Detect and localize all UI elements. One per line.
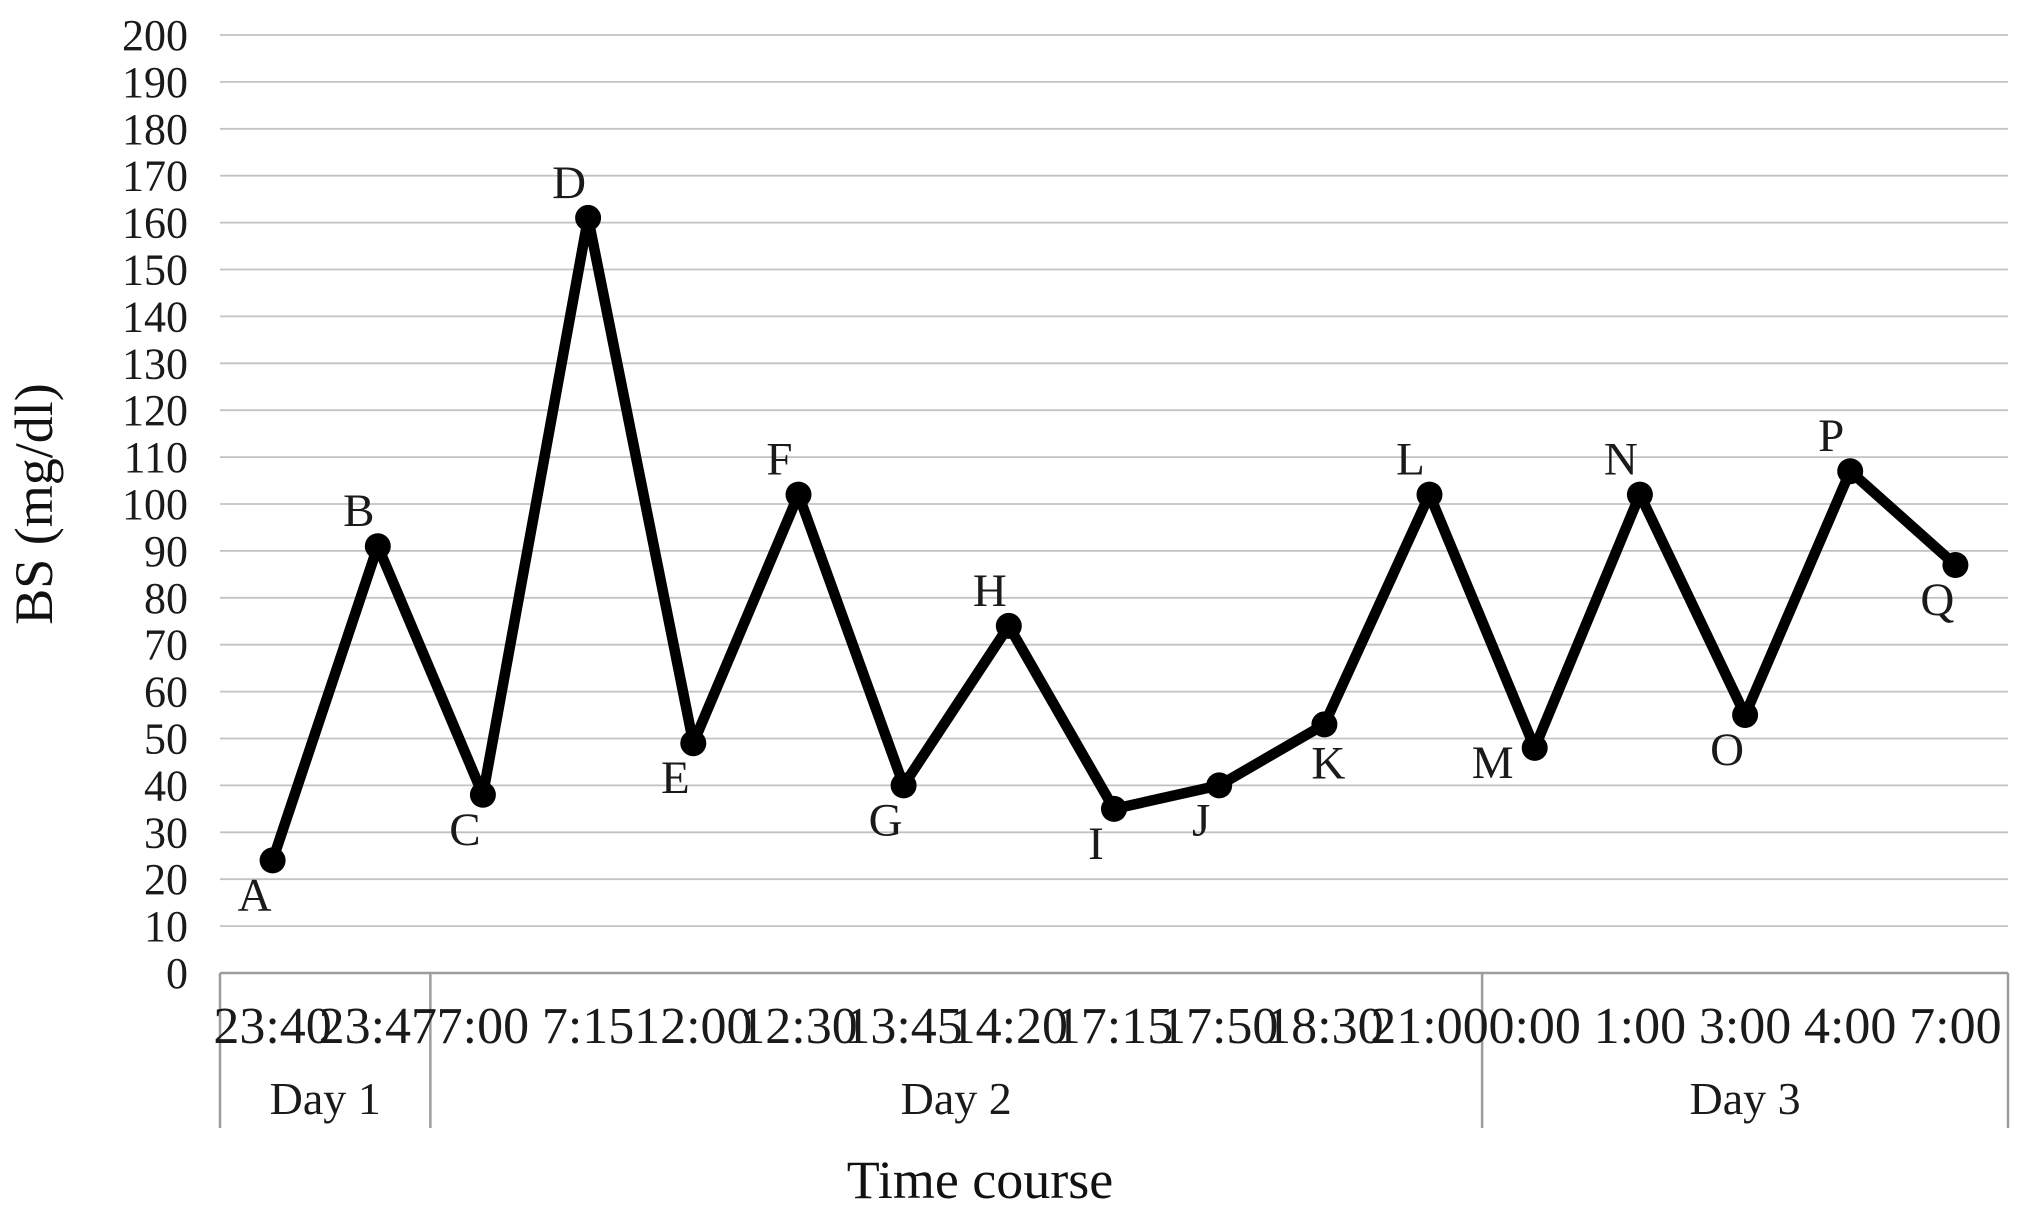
x-tick-label: 23:40 bbox=[213, 998, 331, 1055]
data-point-marker bbox=[1732, 702, 1759, 728]
day-group-label: Day 1 bbox=[270, 1073, 381, 1124]
point-letter-label: I bbox=[1088, 818, 1104, 870]
y-tick-label: 110 bbox=[124, 433, 188, 482]
gridlines bbox=[220, 34, 2008, 975]
x-axis-title: Time course bbox=[847, 1150, 1114, 1210]
y-tick-label: 40 bbox=[144, 761, 188, 810]
x-tick-label: 13:45 bbox=[844, 998, 962, 1055]
x-tick-label: 0:00 bbox=[1488, 998, 1580, 1055]
point-letter-label: G bbox=[869, 794, 903, 846]
data-point-marker bbox=[364, 533, 391, 560]
x-tick-label: 23:47 bbox=[319, 998, 437, 1055]
point-letter-label: D bbox=[552, 157, 586, 209]
point-letter-label: E bbox=[661, 752, 690, 804]
data-point-marker bbox=[680, 730, 707, 757]
x-tick-label: 7:00 bbox=[1909, 998, 2001, 1055]
point-letter-label: N bbox=[1604, 434, 1638, 486]
point-letter-label: A bbox=[238, 869, 272, 921]
point-letter-label: Q bbox=[1920, 574, 1954, 626]
day-group-label: Day 2 bbox=[901, 1073, 1012, 1124]
y-tick-label: 90 bbox=[144, 527, 188, 576]
axis-and-table-borders bbox=[218, 973, 2010, 1128]
x-tick-label: 7:00 bbox=[437, 998, 529, 1055]
day-group-labels: Day 1 Day 2 Day 3 bbox=[270, 1073, 1801, 1124]
x-tick-label: 12:30 bbox=[739, 998, 857, 1055]
point-letter-label: P bbox=[1818, 410, 1844, 462]
x-tick-label: 7:15 bbox=[542, 998, 634, 1055]
point-letter-label: F bbox=[766, 434, 792, 486]
y-tick-label: 150 bbox=[122, 246, 188, 295]
data-point-marker bbox=[469, 781, 496, 808]
y-tick-label: 120 bbox=[122, 386, 188, 435]
y-axis-tick-labels: 0102030405060708090100110120130140150160… bbox=[122, 11, 188, 998]
data-point-marker bbox=[1837, 458, 1864, 485]
y-tick-label: 140 bbox=[122, 292, 188, 341]
y-tick-label: 130 bbox=[122, 339, 188, 388]
day-group-label: Day 3 bbox=[1690, 1073, 1801, 1124]
x-tick-label: 18:30 bbox=[1265, 998, 1383, 1055]
bs-series-line bbox=[267, 212, 1961, 866]
data-point-marker bbox=[1521, 734, 1548, 761]
data-point-marker bbox=[259, 847, 286, 874]
data-point-marker bbox=[890, 772, 917, 799]
data-point-marker bbox=[1206, 772, 1233, 799]
point-letter-label: O bbox=[1710, 724, 1744, 776]
point-letter-label: C bbox=[449, 804, 480, 856]
y-tick-label: 200 bbox=[122, 11, 188, 60]
x-tick-label: 1:00 bbox=[1594, 998, 1686, 1055]
x-tick-label: 17:15 bbox=[1055, 998, 1173, 1055]
y-tick-label: 70 bbox=[144, 621, 188, 670]
x-tick-label: 21:00 bbox=[1370, 998, 1488, 1055]
y-tick-label: 60 bbox=[144, 668, 188, 717]
x-tick-label: 3:00 bbox=[1699, 998, 1791, 1055]
point-letter-label: M bbox=[1472, 737, 1514, 789]
point-letter-label: L bbox=[1396, 434, 1425, 486]
x-tick-label: 17:50 bbox=[1160, 998, 1278, 1055]
y-axis-title: BS (mg/dl) bbox=[4, 383, 64, 625]
y-tick-label: 190 bbox=[122, 58, 188, 107]
y-tick-label: 0 bbox=[166, 949, 188, 998]
x-tick-label: 12:00 bbox=[634, 998, 752, 1055]
y-tick-label: 80 bbox=[144, 574, 188, 623]
y-tick-label: 100 bbox=[122, 480, 188, 529]
x-tick-label: 4:00 bbox=[1804, 998, 1896, 1055]
y-tick-label: 180 bbox=[122, 105, 188, 154]
point-letter-label: B bbox=[343, 485, 374, 537]
y-tick-label: 160 bbox=[122, 199, 188, 248]
data-point-marker bbox=[785, 481, 812, 508]
point-letter-label: J bbox=[1192, 794, 1210, 846]
point-letter-labels: A B C D E F G H I J K L M N O P Q bbox=[238, 157, 1955, 922]
data-point-marker bbox=[995, 612, 1022, 639]
x-tick-label: 14:20 bbox=[950, 998, 1068, 1055]
data-point-marker bbox=[1311, 711, 1338, 738]
data-point-marker bbox=[1416, 481, 1443, 508]
data-point-marker bbox=[1101, 795, 1127, 822]
bs-series bbox=[259, 204, 1969, 874]
data-point-marker bbox=[575, 204, 602, 231]
point-letter-label: H bbox=[973, 565, 1007, 617]
y-tick-label: 30 bbox=[144, 808, 188, 857]
y-tick-label: 20 bbox=[144, 855, 188, 904]
y-tick-label: 10 bbox=[144, 902, 188, 951]
y-tick-label: 50 bbox=[144, 715, 188, 764]
y-tick-label: 170 bbox=[122, 152, 188, 201]
data-point-marker bbox=[1942, 552, 1969, 578]
point-letter-label: K bbox=[1311, 737, 1345, 789]
data-point-marker bbox=[1626, 481, 1653, 508]
